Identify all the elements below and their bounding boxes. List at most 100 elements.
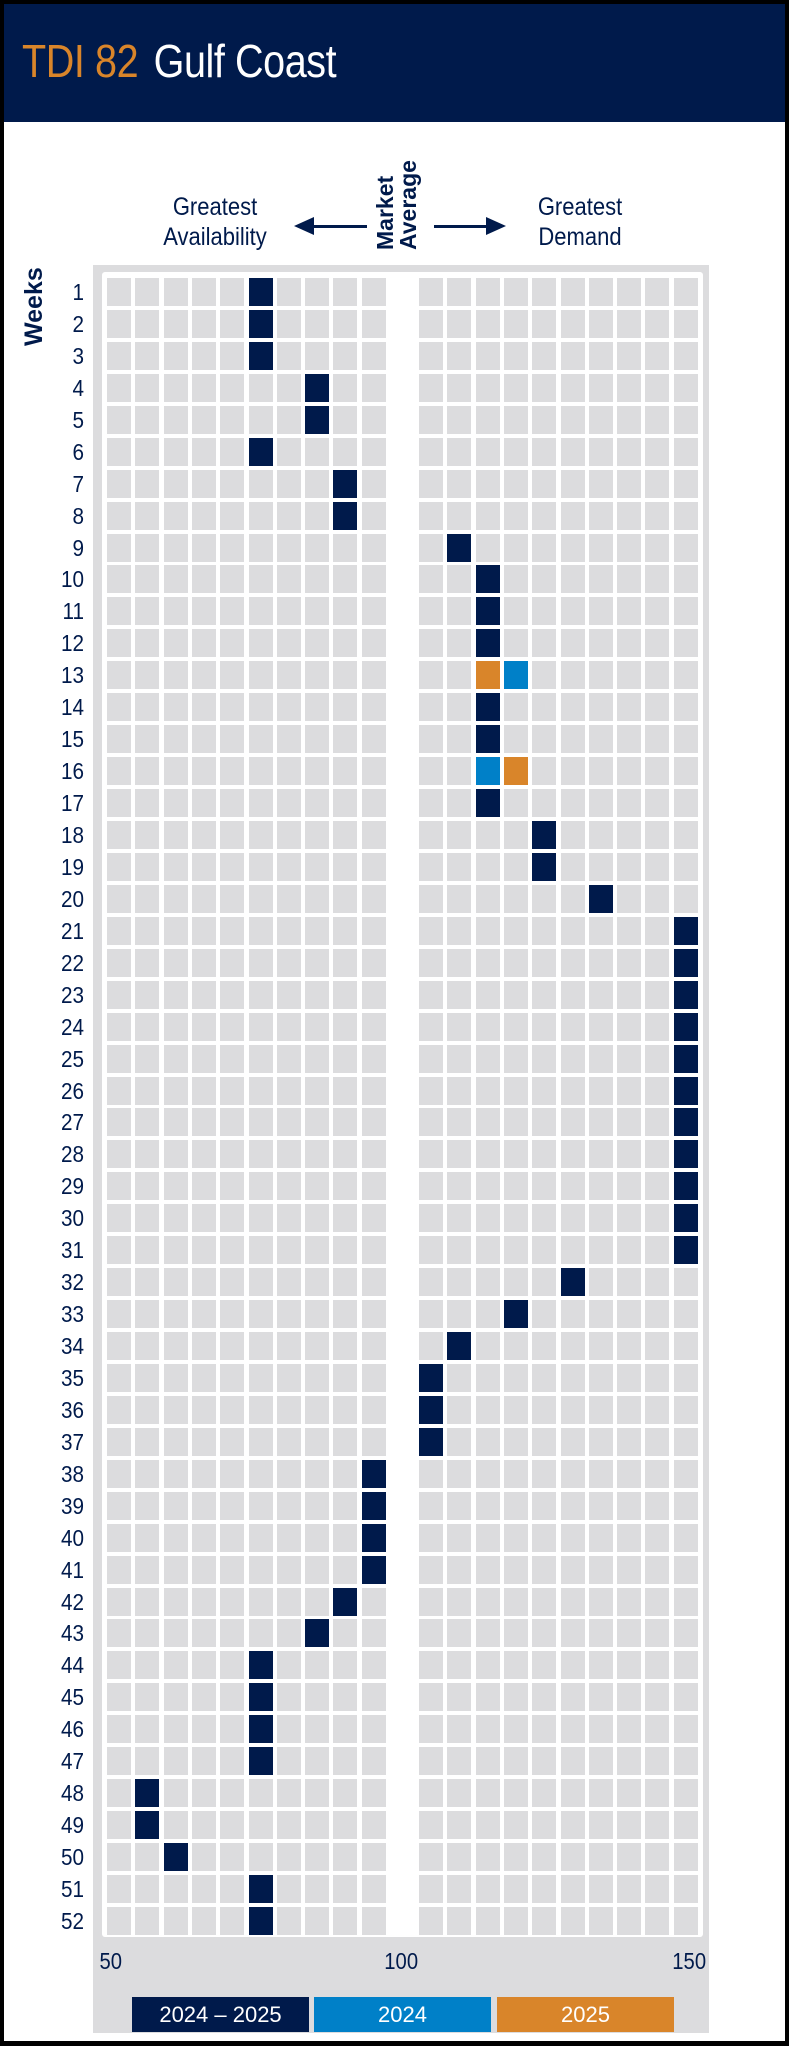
heatmap-cell bbox=[248, 1332, 273, 1361]
heatmap-cell bbox=[419, 278, 443, 306]
heatmap-cell bbox=[419, 565, 443, 594]
heatmap-cell bbox=[220, 501, 245, 530]
heatmap-cell bbox=[361, 1236, 386, 1265]
heatmap-cell bbox=[532, 1779, 557, 1808]
heatmap-cell bbox=[107, 341, 131, 370]
heatmap-cell bbox=[532, 1044, 557, 1073]
heatmap-cell bbox=[447, 1875, 472, 1903]
heatmap-cell bbox=[503, 1427, 528, 1456]
heatmap-cell bbox=[560, 278, 585, 306]
heatmap-cell bbox=[617, 1268, 642, 1297]
heatmap-cell bbox=[475, 437, 500, 466]
region-name: Gulf Coast bbox=[153, 35, 337, 87]
heatmap-cell bbox=[532, 437, 557, 466]
heatmap-cell bbox=[560, 565, 585, 594]
heatmap-cell bbox=[220, 1395, 245, 1424]
heatmap-cell bbox=[220, 725, 245, 754]
week-label: 11 bbox=[62, 598, 84, 625]
heatmap-cell bbox=[419, 948, 443, 977]
heatmap-cell bbox=[588, 1811, 613, 1840]
heatmap-cell bbox=[645, 884, 670, 913]
heatmap-cell bbox=[673, 1268, 698, 1297]
heatmap-cell bbox=[475, 1363, 500, 1392]
heatmap-cell bbox=[645, 757, 670, 786]
heatmap-cell bbox=[305, 469, 330, 498]
heatmap-cell bbox=[163, 1204, 188, 1233]
label-line: Greatest bbox=[537, 193, 623, 221]
heatmap-cell bbox=[107, 1395, 131, 1424]
heatmap-cell bbox=[333, 661, 358, 690]
heatmap-cell bbox=[220, 916, 245, 945]
heatmap-cell bbox=[333, 1300, 358, 1329]
week-label: 39 bbox=[60, 1492, 84, 1519]
heatmap-cell bbox=[419, 1843, 443, 1872]
heatmap-cell bbox=[276, 1715, 301, 1744]
heatmap-cell bbox=[248, 1236, 273, 1265]
heatmap-cell bbox=[135, 1491, 160, 1520]
heatmap-cell bbox=[532, 1651, 557, 1680]
heatmap-cell bbox=[220, 565, 245, 594]
heatmap-cell bbox=[532, 341, 557, 370]
week-label: 16 bbox=[60, 758, 84, 785]
heatmap-cell bbox=[560, 1332, 585, 1361]
header-bar: TDI 82 Gulf Coast bbox=[4, 4, 785, 122]
heatmap-cell bbox=[191, 820, 216, 849]
heatmap-cell bbox=[248, 1395, 273, 1424]
heatmap-cell-filled bbox=[135, 1811, 160, 1840]
heatmap-cell bbox=[163, 501, 188, 530]
heatmap-cell bbox=[361, 405, 386, 434]
week-label: 43 bbox=[60, 1620, 84, 1647]
heatmap-cell bbox=[333, 1427, 358, 1456]
heatmap-cell bbox=[447, 1715, 472, 1744]
heatmap-cell bbox=[248, 725, 273, 754]
heatmap-cell bbox=[560, 1236, 585, 1265]
heatmap-cell bbox=[447, 1363, 472, 1392]
heatmap-cell bbox=[361, 1715, 386, 1744]
heatmap-cell bbox=[191, 789, 216, 818]
heatmap-cell bbox=[220, 278, 245, 306]
heatmap-cell bbox=[276, 1076, 301, 1105]
heatmap-cell bbox=[107, 948, 131, 977]
heatmap-cell bbox=[361, 533, 386, 562]
heatmap-cell bbox=[645, 789, 670, 818]
heatmap-cell bbox=[305, 916, 330, 945]
heatmap-cell-filled bbox=[673, 948, 698, 977]
heatmap-cell bbox=[560, 1619, 585, 1648]
heatmap-cell bbox=[276, 629, 301, 658]
week-label: 17 bbox=[60, 790, 84, 817]
heatmap-cell bbox=[419, 852, 443, 881]
heatmap-cell bbox=[276, 1108, 301, 1137]
heatmap-cell bbox=[532, 309, 557, 338]
heatmap-cell bbox=[191, 1236, 216, 1265]
heatmap-cell-filled bbox=[560, 1268, 585, 1297]
heatmap-cell bbox=[220, 1204, 245, 1233]
heatmap-cell bbox=[276, 1332, 301, 1361]
heatmap-cell bbox=[503, 341, 528, 370]
heatmap-cell bbox=[475, 1779, 500, 1808]
heatmap-cell bbox=[248, 1363, 273, 1392]
heatmap-cell bbox=[333, 1459, 358, 1488]
heatmap-cell bbox=[163, 1172, 188, 1201]
heatmap-cell bbox=[305, 309, 330, 338]
heatmap-cell bbox=[673, 405, 698, 434]
heatmap-cell bbox=[361, 1108, 386, 1137]
heatmap-cell-filled bbox=[361, 1459, 386, 1488]
heatmap-cell bbox=[645, 1044, 670, 1073]
heatmap-cell bbox=[588, 533, 613, 562]
heatmap-cell bbox=[645, 661, 670, 690]
legend-2025: 2025 bbox=[497, 1997, 674, 2032]
heatmap-cell bbox=[135, 1683, 160, 1712]
heatmap-cell bbox=[248, 820, 273, 849]
heatmap-cell bbox=[191, 1044, 216, 1073]
heatmap-cell bbox=[532, 916, 557, 945]
week-label: 27 bbox=[60, 1109, 84, 1136]
heatmap-cell bbox=[333, 1747, 358, 1776]
heatmap-cell bbox=[276, 309, 301, 338]
heatmap-cell bbox=[191, 1619, 216, 1648]
heatmap-cell bbox=[305, 1108, 330, 1137]
heatmap-cell bbox=[276, 501, 301, 530]
heatmap-cell bbox=[361, 469, 386, 498]
heatmap-cell bbox=[191, 1268, 216, 1297]
heatmap-cell bbox=[673, 693, 698, 722]
heatmap-cell bbox=[107, 309, 131, 338]
